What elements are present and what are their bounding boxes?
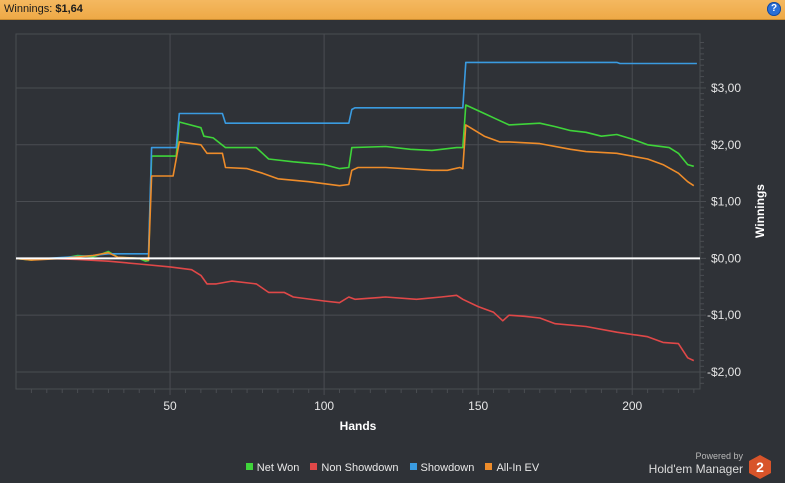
all-in-ev-swatch-icon: [485, 463, 493, 470]
x-tick-label: 50: [163, 399, 177, 413]
legend: Net Won Non Showdown Showdown All-In EV: [0, 462, 785, 474]
y-tick-label: -$1,00: [707, 308, 741, 322]
brand: Powered by Hold'em Manager 2: [648, 451, 771, 479]
grid: [15, 33, 706, 395]
x-tick-label: 150: [468, 399, 488, 413]
holdem-manager-logo-icon: 2: [749, 455, 771, 479]
y-tick-label: -$2,00: [707, 365, 741, 379]
x-tick-label: 100: [314, 399, 334, 413]
legend-item-non-showdown[interactable]: Non Showdown: [310, 462, 398, 474]
plot-frame: [15, 33, 701, 390]
net-won-swatch-icon: [245, 463, 253, 470]
x-tick-label: 200: [622, 399, 642, 413]
x-axis-title: Hands: [340, 419, 377, 433]
winnings-value: $1,64: [55, 3, 83, 15]
legend-label: Net Won: [256, 462, 300, 474]
legend-item-net-won[interactable]: Net Won: [245, 462, 300, 474]
legend-item-showdown[interactable]: Showdown: [409, 462, 475, 474]
y-tick-label: $3,00: [711, 81, 741, 95]
help-icon[interactable]: ?: [767, 2, 781, 16]
series-line-net-won: [15, 104, 695, 262]
series-line-all-in-ev: [15, 124, 695, 261]
non-showdown-swatch-icon: [310, 463, 318, 470]
winnings-graph: 50 100 150 200 $3,00 $2,00 $1,00 $0,00 -$1,00 -$2…: [15, 33, 767, 433]
title-bar: Winnings: $1,64 ?: [0, 0, 785, 20]
powered-by-text: Powered by: [695, 451, 743, 461]
legend-label: Showdown: [420, 462, 475, 474]
winnings-summary: Winnings: $1,64: [4, 3, 83, 15]
tick-labels: 50 100 150 200 $3,00 $2,00 $1,00 $0,00 -$1,00 -$2…: [163, 81, 741, 413]
series-layer: [15, 61, 697, 362]
legend-item-all-in-ev[interactable]: All-In EV: [485, 462, 539, 474]
y-axis-title: Winnings: [753, 184, 767, 238]
series-line-non-showdown: [16, 257, 695, 362]
legend-label: All-In EV: [496, 462, 540, 474]
winnings-label: Winnings:: [4, 3, 53, 15]
y-tick-label: $0,00: [711, 251, 741, 265]
y-tick-label: $1,00: [711, 195, 741, 209]
series-line-showdown: [16, 61, 697, 260]
brand-name: Hold'em Manager: [648, 462, 743, 476]
legend-label: Non Showdown: [321, 462, 399, 474]
showdown-swatch-icon: [409, 463, 417, 470]
y-tick-label: $2,00: [711, 138, 741, 152]
